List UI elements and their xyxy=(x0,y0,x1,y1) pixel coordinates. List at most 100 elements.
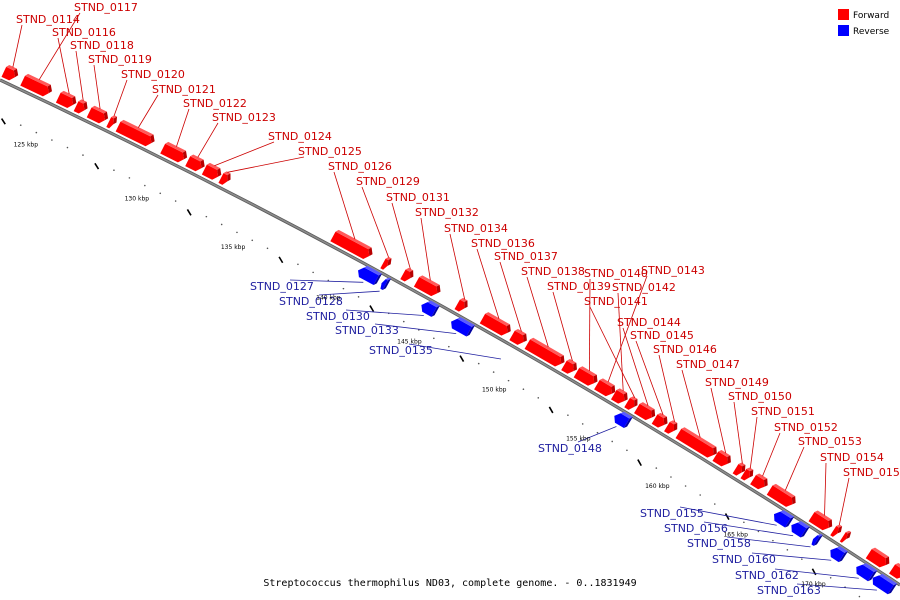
reverse-gene-feature[interactable] xyxy=(448,314,475,337)
forward-gene-feature[interactable] xyxy=(20,73,54,99)
reverse-gene-feature[interactable] xyxy=(810,532,823,547)
forward-gene-label[interactable]: STND_0144 xyxy=(617,316,681,329)
reverse-gene-feature[interactable] xyxy=(788,518,810,539)
reverse-gene-label[interactable]: STND_0155 xyxy=(640,507,704,520)
forward-gene-label[interactable]: STND_0140 xyxy=(584,267,648,280)
reverse-gene-feature[interactable] xyxy=(611,409,633,429)
forward-gene-label[interactable]: STND_0122 xyxy=(183,97,247,110)
forward-gene-feature[interactable] xyxy=(73,99,90,117)
forward-gene-label[interactable]: STND_0116 xyxy=(52,26,116,39)
forward-gene-label[interactable]: STND_0143 xyxy=(641,264,705,277)
forward-gene-label[interactable]: STND_0142 xyxy=(612,281,676,294)
forward-gene-feature[interactable] xyxy=(1,64,20,83)
forward-gene-label[interactable]: STND_0120 xyxy=(121,68,185,81)
reverse-gene-feature[interactable] xyxy=(853,560,878,582)
forward-gene-feature[interactable] xyxy=(86,105,111,126)
reverse-gene-label[interactable]: STND_0162 xyxy=(735,569,799,582)
forward-gene-label[interactable]: STND_0132 xyxy=(415,206,479,219)
forward-gene-feature[interactable] xyxy=(750,472,770,492)
forward-gene-feature[interactable] xyxy=(634,401,658,423)
forward-gene-feature[interactable] xyxy=(651,412,671,431)
forward-gene-label[interactable]: STND_0139 xyxy=(547,280,611,293)
forward-gene-label[interactable]: STND_0121 xyxy=(152,83,216,96)
forward-gene-label[interactable]: STND_0118 xyxy=(70,39,134,52)
forward-gene-feature[interactable] xyxy=(330,229,375,262)
forward-gene-feature[interactable] xyxy=(201,162,224,182)
forward-gene-label[interactable]: STND_0117 xyxy=(74,1,138,14)
forward-gene-feature[interactable] xyxy=(610,387,631,406)
reverse-gene-label[interactable]: STND_0148 xyxy=(538,442,602,455)
forward-gene-feature[interactable] xyxy=(594,377,618,399)
forward-gene-label[interactable]: STND_0147 xyxy=(676,358,740,371)
forward-gene-feature[interactable] xyxy=(732,461,748,478)
forward-gene-feature[interactable] xyxy=(561,358,580,377)
reverse-gene-feature[interactable] xyxy=(355,263,383,286)
forward-gene-label[interactable]: STND_0152 xyxy=(774,421,838,434)
forward-gene-label[interactable]: STND_0134 xyxy=(444,222,508,235)
forward-gene-label[interactable]: STND_0123 xyxy=(212,111,276,124)
forward-gene-feature[interactable] xyxy=(400,267,416,284)
forward-gene-label[interactable]: STND_0131 xyxy=(386,191,450,204)
forward-gene-label[interactable]: STND_0136 xyxy=(471,237,535,250)
forward-gene-feature[interactable] xyxy=(218,170,233,187)
forward-gene-feature[interactable] xyxy=(479,311,514,338)
forward-gene-feature[interactable] xyxy=(524,337,568,370)
forward-gene-label[interactable]: STND_0146 xyxy=(653,343,717,356)
forward-gene-label[interactable]: STND_0150 xyxy=(728,390,792,403)
scale-minor-tick xyxy=(448,345,450,348)
forward-gene-feature[interactable] xyxy=(712,449,733,470)
forward-gene-label[interactable]: STND_0126 xyxy=(328,160,392,173)
reverse-gene-label[interactable]: STND_0163 xyxy=(757,584,821,597)
forward-leader-line xyxy=(12,24,23,68)
reverse-gene-feature[interactable] xyxy=(379,276,392,291)
forward-gene-label[interactable]: STND_0129 xyxy=(356,175,420,188)
forward-gene-label[interactable]: STND_0157 xyxy=(843,466,900,479)
forward-gene-label[interactable]: STND_0141 xyxy=(584,295,648,308)
forward-gene-label[interactable]: STND_0151 xyxy=(751,405,815,418)
forward-gene-feature[interactable] xyxy=(740,466,756,483)
forward-gene-label[interactable]: STND_0153 xyxy=(798,435,862,448)
reverse-gene-label[interactable]: STND_0160 xyxy=(712,553,776,566)
forward-gene-feature[interactable] xyxy=(573,365,601,389)
forward-gene-feature[interactable] xyxy=(413,274,443,299)
forward-gene-label[interactable]: STND_0125 xyxy=(298,145,362,158)
reverse-gene-label[interactable]: STND_0156 xyxy=(664,522,728,535)
reverse-gene-label[interactable]: STND_0127 xyxy=(250,280,314,293)
forward-gene-feature[interactable] xyxy=(509,328,529,348)
scale-minor-tick xyxy=(670,476,672,478)
forward-gene-label[interactable]: STND_0119 xyxy=(88,53,152,66)
scale-minor-tick xyxy=(66,146,69,149)
forward-gene-feature[interactable] xyxy=(160,141,189,165)
forward-gene-feature[interactable] xyxy=(624,395,640,412)
forward-gene-label[interactable]: STND_0138 xyxy=(521,265,585,278)
scale-minor-tick xyxy=(567,414,569,416)
forward-gene-feature[interactable] xyxy=(106,114,119,130)
forward-gene-feature[interactable] xyxy=(664,419,680,436)
reverse-gene-feature[interactable] xyxy=(827,543,848,563)
reverse-gene-label[interactable]: STND_0128 xyxy=(279,295,343,308)
forward-gene-label[interactable]: STND_0124 xyxy=(268,130,332,143)
forward-gene-feature[interactable] xyxy=(766,483,799,510)
reverse-gene-label[interactable]: STND_0158 xyxy=(687,537,751,550)
forward-gene-feature[interactable] xyxy=(454,297,471,314)
reverse-gene-label[interactable]: STND_0130 xyxy=(306,310,370,323)
forward-gene-feature[interactable] xyxy=(380,256,393,272)
forward-gene-feature[interactable] xyxy=(185,154,207,174)
reverse-gene-feature[interactable] xyxy=(870,571,898,596)
reverse-gene-feature[interactable] xyxy=(771,507,795,529)
forward-gene-label[interactable]: STND_0145 xyxy=(630,329,694,342)
forward-gene-label[interactable]: STND_0137 xyxy=(494,250,558,263)
forward-gene-label[interactable]: STND_0154 xyxy=(820,451,884,464)
forward-gene-label[interactable]: STND_0149 xyxy=(705,376,769,389)
forward-gene-feature[interactable] xyxy=(839,530,853,545)
forward-gene-feature[interactable] xyxy=(55,90,79,111)
forward-gene-feature[interactable] xyxy=(865,547,893,571)
forward-gene-feature[interactable] xyxy=(830,523,844,539)
reverse-gene-label[interactable]: STND_0135 xyxy=(369,344,433,357)
forward-gene-label[interactable]: STND_0114 xyxy=(16,13,80,26)
forward-gene-feature[interactable] xyxy=(115,119,157,149)
reverse-gene-label[interactable]: STND_0133 xyxy=(335,324,399,337)
reverse-gene-feature[interactable] xyxy=(419,298,440,318)
forward-gene-feature[interactable] xyxy=(808,509,836,533)
forward-gene-feature[interactable] xyxy=(675,426,720,461)
